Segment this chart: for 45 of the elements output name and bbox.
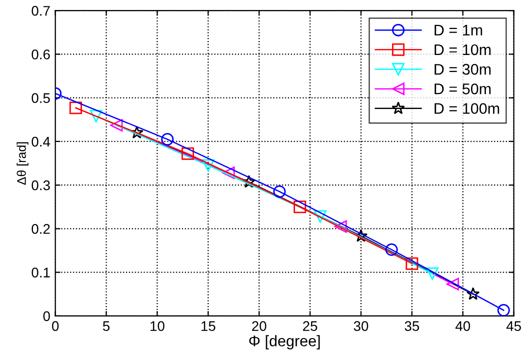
legend-label: D = 50m [434, 84, 491, 94]
y-tick-label: 0.6 [32, 50, 50, 60]
point [497, 304, 510, 316]
point [161, 133, 174, 146]
x-tick-label: 40 [455, 321, 470, 331]
point [314, 210, 326, 223]
y-tick-label: 0.2 [32, 224, 50, 234]
y-tick-label: 0.1 [32, 268, 50, 278]
x-tick-label: 35 [404, 321, 420, 331]
x-tick-label: 20 [252, 321, 266, 331]
point [182, 147, 194, 160]
x-axis-title: Φ [degree] [249, 335, 320, 350]
point [69, 102, 82, 114]
point [466, 287, 480, 300]
point [294, 200, 306, 214]
x-tick-label: 30 [354, 321, 368, 331]
legend-label: D = 10m [434, 44, 491, 56]
point [202, 159, 214, 172]
point [273, 185, 286, 198]
point [334, 220, 347, 233]
legend-label: D = 1m [434, 24, 482, 36]
point [222, 166, 235, 180]
x-tick-label: 15 [202, 321, 216, 331]
point [446, 278, 459, 290]
y-tick-label: 0 [43, 311, 50, 322]
legend-label: D = 30m [434, 64, 491, 75]
y-tick-label: 0.7 [32, 6, 50, 16]
point [242, 175, 256, 188]
x-tick-label: 10 [150, 321, 164, 331]
x-tick-label: 25 [303, 321, 318, 331]
legend-label: D = 100m [434, 103, 500, 114]
x-tick-label: 0 [52, 321, 59, 331]
point [354, 229, 368, 242]
x-tick-label: 5 [102, 321, 110, 331]
point [90, 110, 102, 122]
point [426, 267, 439, 280]
point [130, 126, 144, 138]
y-tick-label: 0.4 [32, 136, 50, 147]
point [110, 119, 123, 132]
x-tick-label: 45 [506, 321, 521, 331]
y-axis-title: Δθ [rad] [16, 142, 28, 185]
y-tick-label: 0.3 [32, 180, 50, 190]
point [406, 257, 418, 270]
y-tick-label: 0.5 [32, 93, 50, 103]
point [385, 243, 398, 256]
